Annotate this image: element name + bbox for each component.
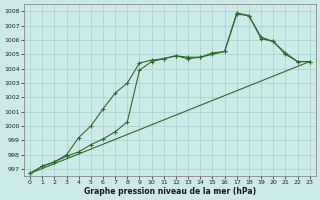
X-axis label: Graphe pression niveau de la mer (hPa): Graphe pression niveau de la mer (hPa) — [84, 187, 256, 196]
